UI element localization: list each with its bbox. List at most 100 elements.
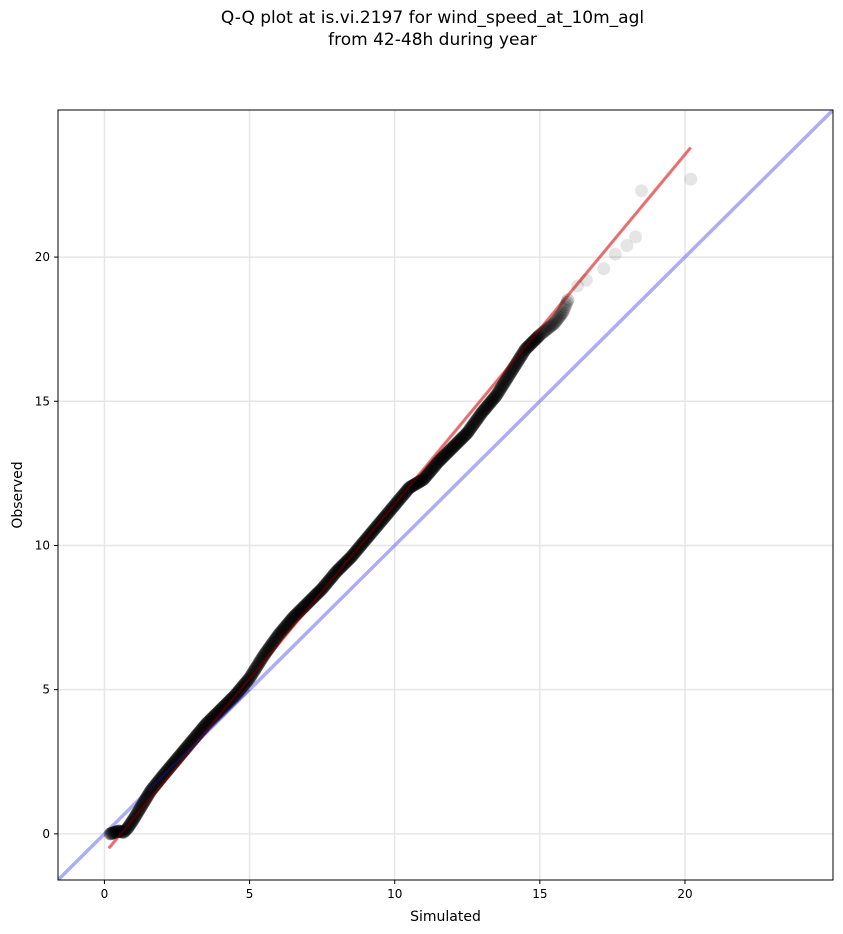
quantile-point <box>608 247 622 261</box>
quantile-point <box>256 650 270 664</box>
quantile-point <box>265 637 279 651</box>
quantile-point <box>326 569 340 583</box>
quantile-point <box>413 475 427 489</box>
quantile-point <box>205 711 219 725</box>
quantile-point <box>244 669 258 683</box>
quantile-point <box>378 509 392 523</box>
quantile-point <box>525 336 539 350</box>
quantile-point <box>219 698 233 712</box>
quantile-point <box>368 522 382 536</box>
quantile-point <box>201 715 215 729</box>
quantile-point <box>237 677 251 691</box>
quantile-point <box>534 327 548 341</box>
quantile-point <box>351 541 365 555</box>
quantile-point <box>403 480 417 494</box>
x-tick-label: 5 <box>246 887 254 901</box>
quantile-point <box>220 697 234 711</box>
quantile-point <box>309 588 323 602</box>
quantile-point <box>472 410 486 424</box>
quantile-point <box>392 493 406 507</box>
quantile-point <box>404 480 418 494</box>
quantile-point <box>246 666 260 680</box>
quantile-point <box>469 414 483 428</box>
quantile-point <box>171 751 185 765</box>
quantile-point <box>620 239 634 253</box>
quantile-point <box>134 800 148 814</box>
quantile-point <box>515 347 529 361</box>
quantile-point <box>502 369 516 383</box>
quantile-point <box>307 590 321 604</box>
quantile-point <box>288 609 302 623</box>
quantile-point <box>540 322 554 336</box>
quantile-point <box>115 825 129 839</box>
quantile-point <box>419 470 433 484</box>
quantile-point <box>503 367 517 381</box>
quantile-point <box>154 770 168 784</box>
quantile-point <box>531 330 545 344</box>
quantile-point <box>446 440 460 454</box>
quantile-point <box>422 466 436 480</box>
quantile-point <box>277 622 291 636</box>
quantile-point <box>375 513 389 527</box>
chart-title-line1: Q-Q plot at is.vi.2197 for wind_speed_at… <box>220 8 645 28</box>
quantile-point <box>501 370 515 384</box>
quantile-point <box>415 473 429 487</box>
quantile-point <box>228 688 242 702</box>
quantile-point <box>144 784 158 798</box>
quantile-point <box>520 340 534 354</box>
quantile-point <box>157 768 171 782</box>
quantile-point <box>261 642 275 656</box>
quantile-point <box>433 453 447 467</box>
quantile-point <box>230 686 244 700</box>
quantile-point <box>123 818 137 832</box>
quantile-point <box>183 736 197 750</box>
quantile-point <box>371 518 385 532</box>
quantile-point <box>320 576 334 590</box>
quantile-point <box>313 584 327 598</box>
quantile-point <box>374 514 388 528</box>
quantile-point <box>470 413 484 427</box>
quantile-point <box>516 346 530 360</box>
y-tick-label: 0 <box>42 827 50 841</box>
quantile-point <box>245 668 259 682</box>
quantile-point <box>186 733 200 747</box>
quantile-point <box>362 529 376 543</box>
quantile-point <box>249 661 263 675</box>
quantile-point <box>442 445 456 459</box>
fit-lines <box>58 110 833 880</box>
quantile-point <box>386 501 400 515</box>
quantile-point <box>132 803 146 817</box>
quantile-point <box>461 425 475 439</box>
quantile-point <box>493 382 507 396</box>
quantile-point <box>498 375 512 389</box>
quantile-point <box>248 663 262 677</box>
quantile-point <box>170 752 184 766</box>
quantile-point <box>126 814 140 828</box>
quantile-point <box>225 692 239 706</box>
quantile-point <box>299 598 313 612</box>
quantile-point <box>232 683 246 697</box>
quantile-point <box>175 746 189 760</box>
quantile-point <box>408 477 422 491</box>
chart-title-line2: from 42-48h during year <box>328 30 537 50</box>
quantile-point <box>480 400 494 414</box>
quantile-point <box>414 474 428 488</box>
quantile-point <box>465 419 479 433</box>
quantile-point <box>160 764 174 778</box>
quantile-point <box>526 335 540 349</box>
quantile-point <box>458 428 472 442</box>
quantile-point <box>487 391 501 405</box>
quantile-point <box>284 613 298 627</box>
regression-line-overlay <box>107 146 692 850</box>
quantile-point <box>497 377 511 391</box>
quantile-point <box>464 420 478 434</box>
quantile-point <box>330 564 344 578</box>
quantile-point <box>161 763 175 777</box>
quantile-point <box>358 534 372 548</box>
quantile-point <box>224 693 238 707</box>
quantile-point <box>229 687 243 701</box>
quantile-point <box>240 674 254 688</box>
quantile-point <box>306 591 320 605</box>
quantile-point <box>425 462 439 476</box>
quantile-point <box>158 767 172 781</box>
